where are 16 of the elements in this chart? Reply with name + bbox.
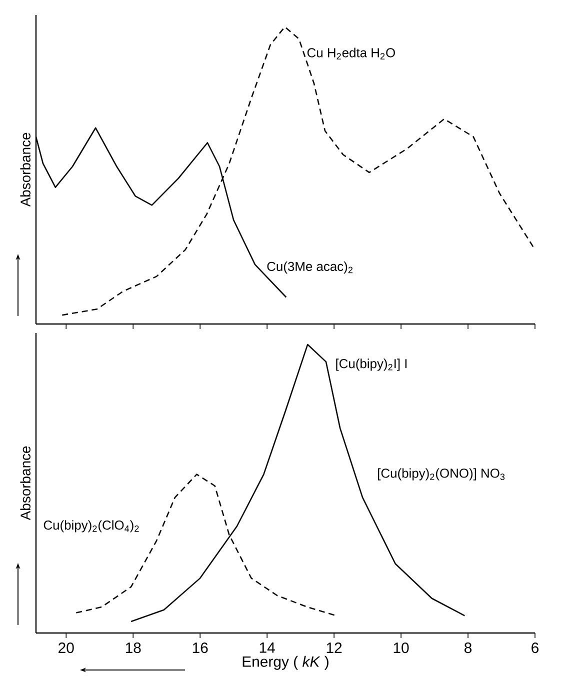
series-label: Cu(3Me acac)$_{2}$ <box>267 262 353 274</box>
x-tick-label: 8 <box>464 642 472 654</box>
x-axis-title: Energy ( kK ) <box>242 656 328 670</box>
x-tick-label: 18 <box>126 642 141 654</box>
y-axis-title: Absorbance <box>20 446 30 520</box>
x-tick-label: 12 <box>326 642 342 653</box>
annotation: [Cu(bipy)$_{2}$(ONO)] NO$_{3}$ <box>378 468 505 480</box>
x-tick-label: 20 <box>58 642 74 654</box>
x-tick-label: 16 <box>192 642 208 654</box>
series-label: Cu(bipy)$_{2}$(ClO$_{4}$)$_{2}$ <box>44 520 139 532</box>
x-tick-label: 10 <box>394 642 409 654</box>
y-axis-title: Absorbance <box>20 132 30 207</box>
series-label: Cu H$_{2}$edta H$_{2}$O <box>307 48 395 60</box>
x-tick-label: 14 <box>260 642 275 653</box>
x-tick-label: 6 <box>532 642 538 654</box>
series-label: [Cu(bipy)$_{2}$I] I <box>336 358 407 371</box>
